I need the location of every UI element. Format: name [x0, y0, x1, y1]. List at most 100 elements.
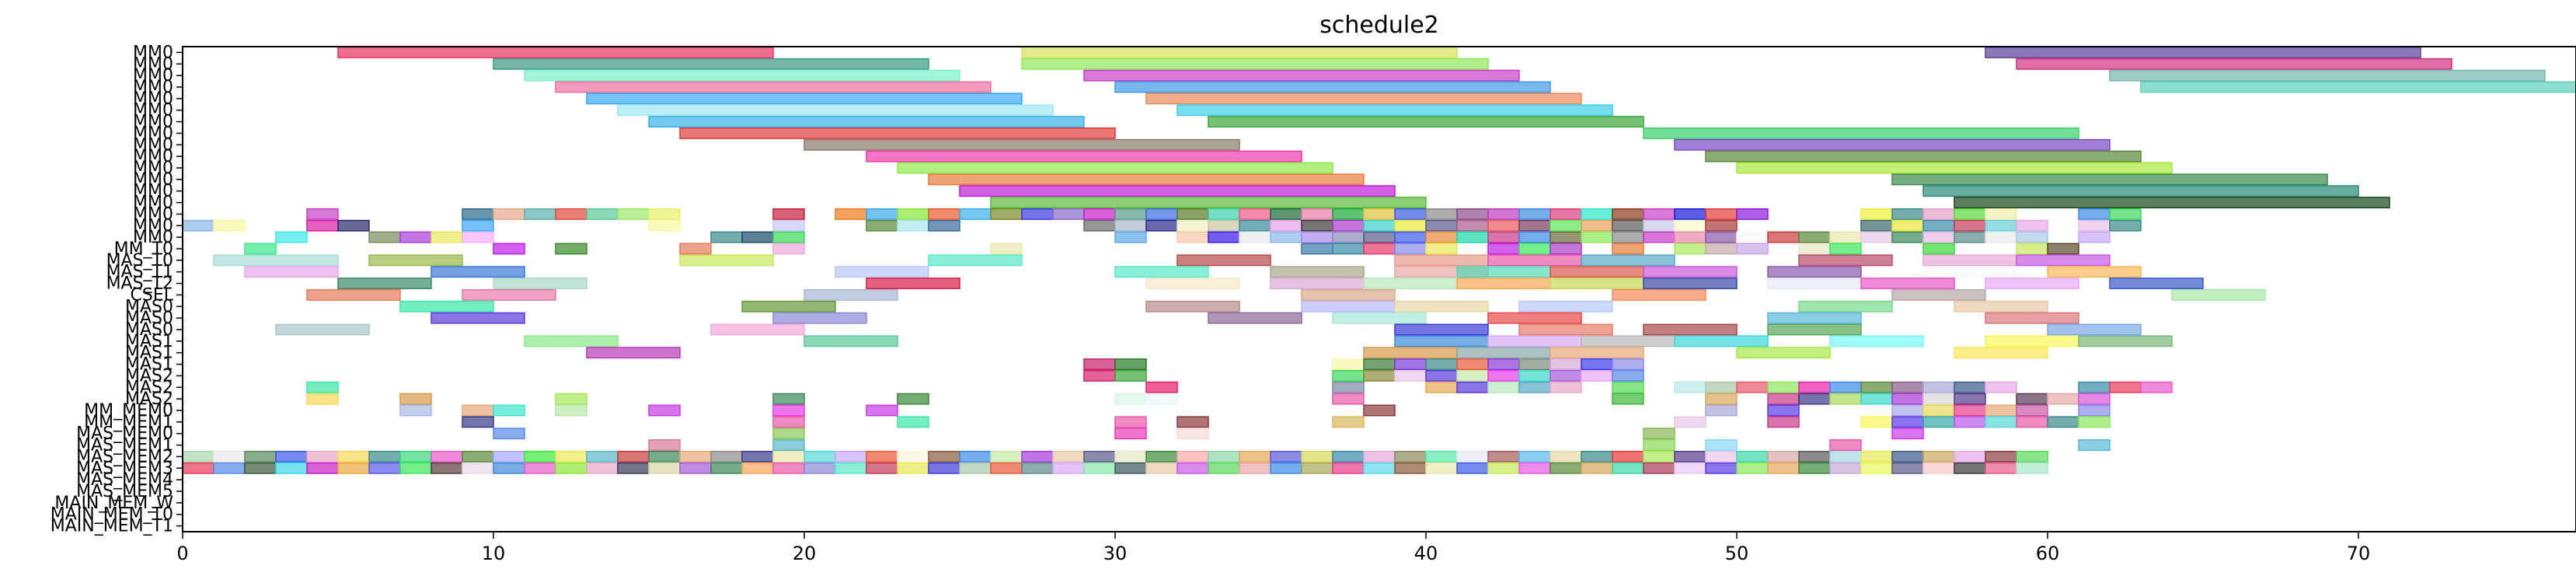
task-bar [772, 219, 805, 232]
task-bar [772, 231, 805, 243]
task-bar [1114, 450, 1147, 463]
task-bar [897, 450, 929, 463]
task-bar [866, 278, 960, 290]
task-bar [710, 462, 743, 474]
task-bar [1767, 266, 1862, 278]
y-tick-label: MAS_T2 [106, 274, 173, 294]
task-bar [1549, 243, 1582, 255]
task-bar [1083, 208, 1116, 220]
task-bar [1239, 208, 1271, 220]
task-bar [1922, 219, 1955, 232]
task-bar [1985, 450, 2017, 463]
task-bar [1860, 462, 1893, 474]
task-bar [803, 462, 836, 474]
y-tick-label: MAS1 [125, 332, 173, 351]
task-bar [1021, 58, 1489, 70]
task-bar [1176, 254, 1271, 267]
task-bar [1705, 150, 2142, 162]
task-bar [2078, 335, 2173, 347]
task-bar [1176, 208, 1209, 220]
task-bar [1332, 208, 1365, 220]
task-bar [1456, 231, 1489, 243]
task-bar [1518, 358, 1551, 371]
task-bar [1394, 243, 1427, 255]
task-bar [1456, 266, 1551, 278]
task-bar [430, 231, 463, 243]
task-bar [337, 450, 370, 463]
task-bar [1239, 450, 1271, 463]
task-bar [1985, 219, 2017, 232]
y-axis: MM0MM0MM0MM0MM0MM0MM0MM0MM0MM0MM0MM0MM0M… [51, 43, 183, 536]
task-bar [399, 231, 432, 243]
task-bar [1643, 208, 1675, 220]
task-bar [462, 416, 494, 428]
task-bar [648, 208, 681, 220]
task-bar [1239, 462, 1271, 474]
task-bar [1798, 381, 1831, 393]
task-bar [493, 58, 929, 70]
task-bar [2016, 404, 2048, 417]
task-bar [990, 197, 1427, 209]
task-bar [1767, 393, 1800, 405]
task-bar [1394, 254, 1489, 267]
task-bar [1643, 323, 1738, 336]
task-bar [2078, 208, 2111, 220]
task-bar [1860, 416, 1893, 428]
task-bar [1394, 323, 1489, 336]
task-bar [524, 335, 619, 347]
task-bar [928, 219, 960, 232]
task-bar [2016, 219, 2048, 232]
task-bar [1954, 197, 2390, 209]
task-bar [959, 462, 992, 474]
task-bar [1301, 450, 1333, 463]
y-tick-label: MAS0 [125, 309, 173, 328]
task-bar [1643, 219, 1675, 232]
task-bar [1798, 300, 1893, 312]
task-bar [1798, 254, 1893, 267]
task-bar [1394, 208, 1427, 220]
task-bar [1301, 300, 1396, 312]
task-bar [1922, 404, 1955, 417]
y-tick-label: MAS2 [125, 378, 173, 397]
task-bar [337, 46, 774, 58]
task-bar [1021, 46, 1458, 58]
task-bar [1301, 231, 1333, 243]
task-bar [1425, 462, 1458, 474]
task-bar [1674, 381, 1706, 393]
task-bar [1829, 462, 1862, 474]
task-bar [2078, 439, 2111, 452]
task-bar [1985, 46, 2421, 58]
task-bar [679, 127, 1116, 139]
x-tick-label: 30 [1103, 543, 1128, 564]
task-bar [462, 219, 494, 232]
task-bar [1954, 347, 2048, 359]
task-bar [1954, 300, 2048, 312]
task-bar [1674, 138, 2111, 151]
task-bar [1705, 462, 1738, 474]
task-bar [2078, 393, 2111, 405]
task-bar [1581, 450, 1613, 463]
task-bar [1581, 369, 1613, 382]
task-bar [1021, 462, 1054, 474]
task-bar [1643, 450, 1675, 463]
task-bar [1922, 254, 2017, 267]
task-bar [1674, 208, 1706, 220]
y-tick-label: MAS2 [125, 389, 173, 409]
task-bar [1332, 219, 1365, 232]
task-bar [275, 231, 308, 243]
task-bar [1705, 450, 1738, 463]
task-bar [2078, 231, 2111, 243]
task-bar [1487, 358, 1520, 371]
task-bar [1767, 312, 1862, 324]
task-bar [1394, 462, 1427, 474]
task-bar [866, 208, 898, 220]
task-bar [679, 254, 774, 267]
task-bar [741, 231, 774, 243]
task-bar [1829, 439, 1862, 452]
task-bar [1394, 369, 1427, 382]
task-bar [493, 243, 525, 255]
task-bar [1829, 243, 1862, 255]
task-bar [1643, 127, 2079, 139]
task-bar [1736, 381, 1769, 393]
task-bar [524, 450, 556, 463]
